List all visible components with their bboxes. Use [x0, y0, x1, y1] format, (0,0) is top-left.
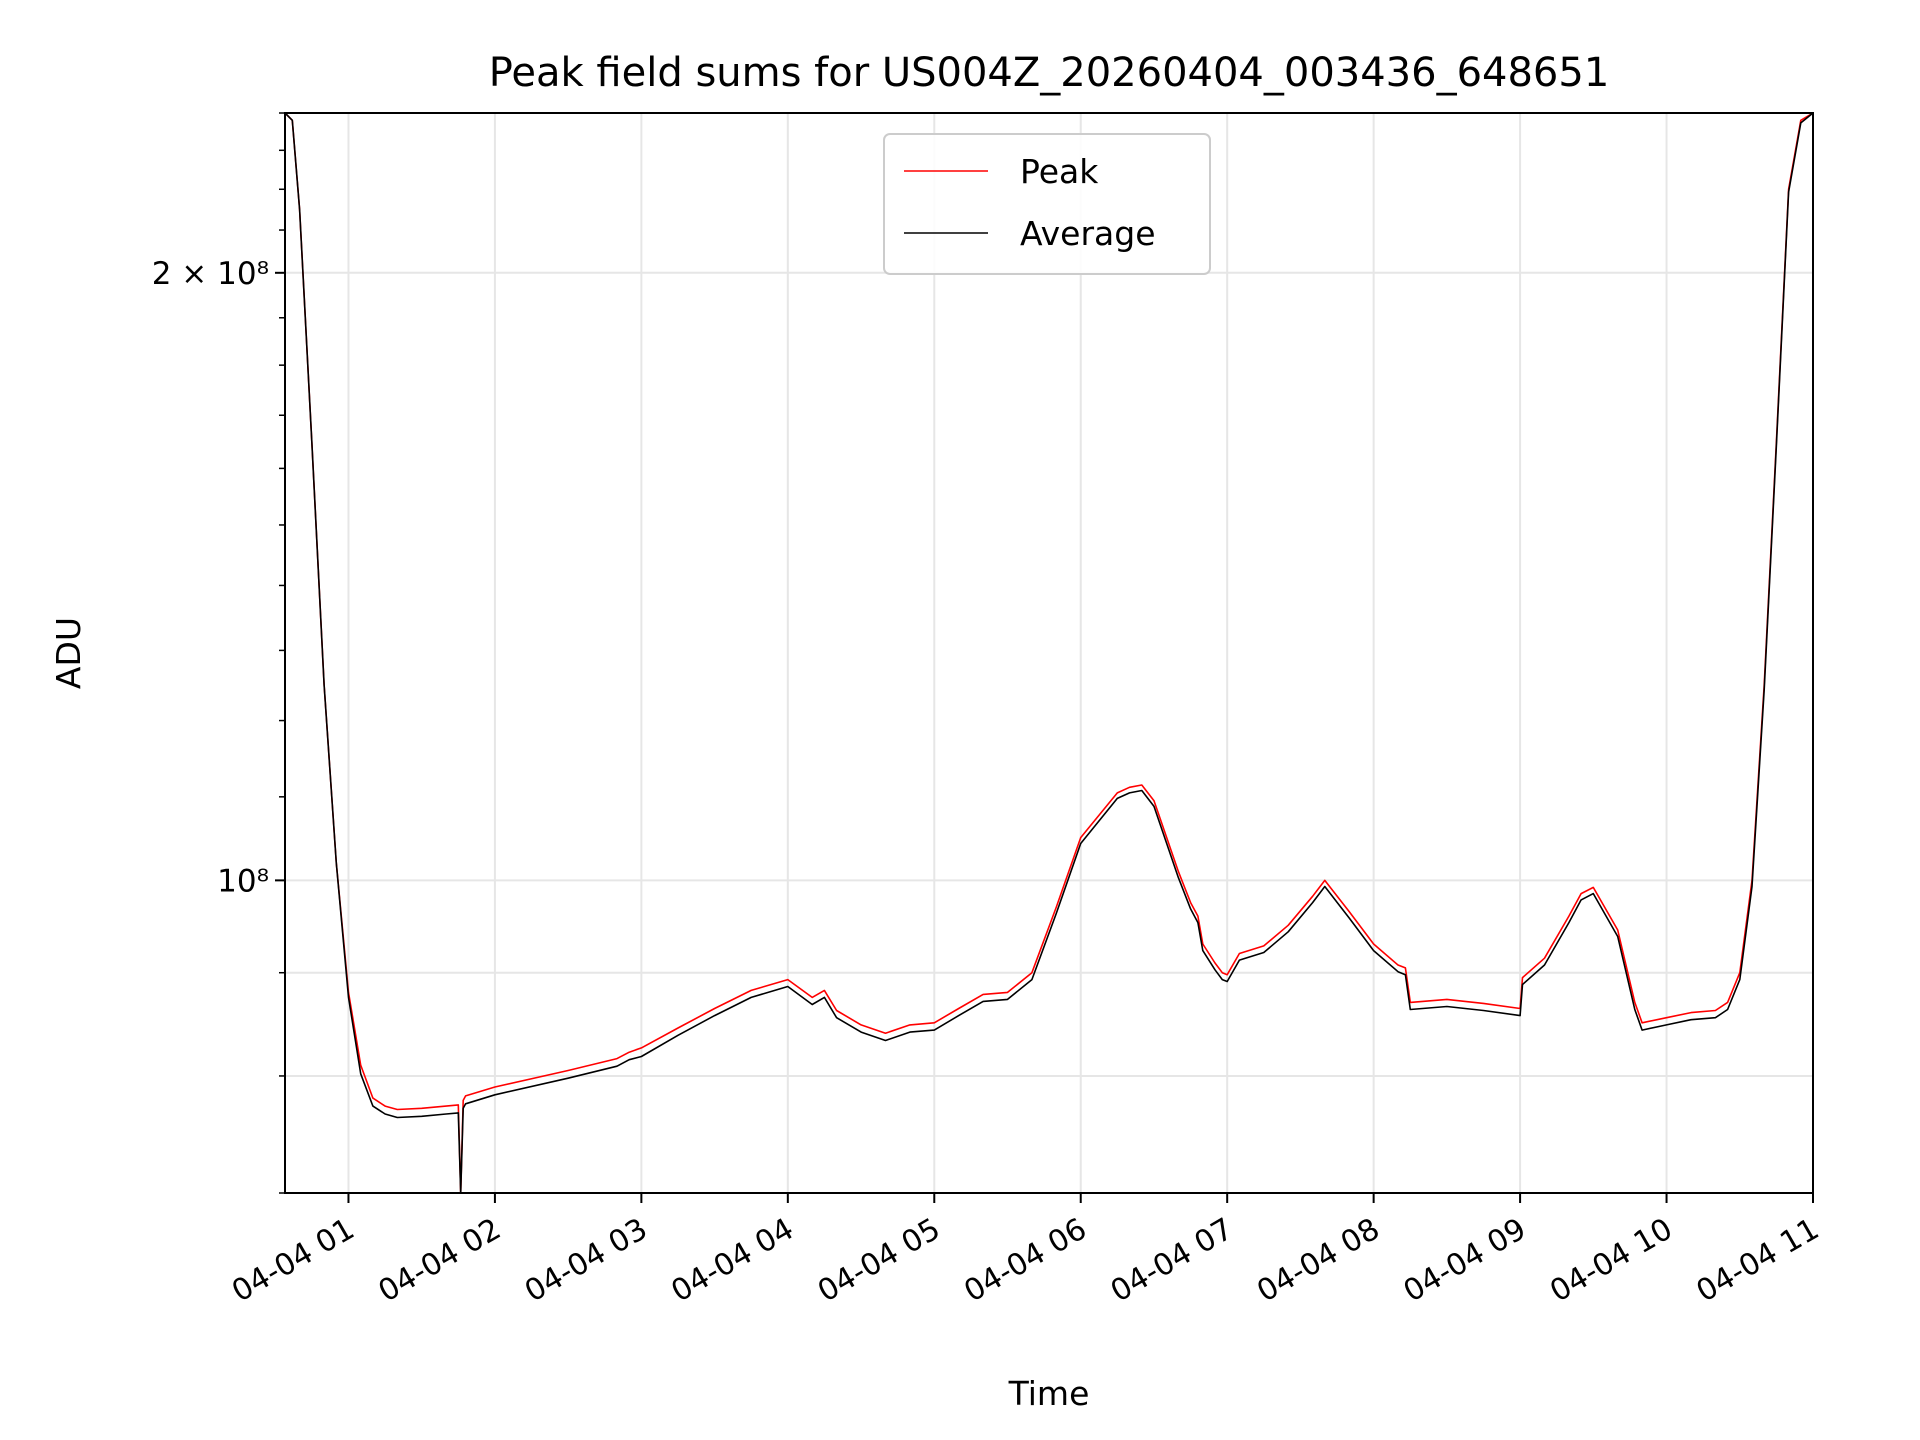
legend-box [883, 133, 1211, 275]
y-tick-label: 10⁸ [217, 863, 269, 899]
legend-label-average: Average [1020, 214, 1156, 253]
plot-frame [284, 112, 1814, 1194]
y-tick-label: 2 × 10⁸ [152, 256, 269, 292]
series-line-average [284, 112, 1814, 1194]
y-axis-label: ADU [49, 617, 88, 689]
series-layer [284, 112, 1814, 1194]
legend-label-peak: Peak [1020, 152, 1099, 191]
chart-title: Peak field sums for US004Z_20260404_0034… [489, 50, 1610, 96]
legend: Peak Average [883, 133, 1211, 275]
x-axis-label: Time [1008, 1374, 1090, 1413]
